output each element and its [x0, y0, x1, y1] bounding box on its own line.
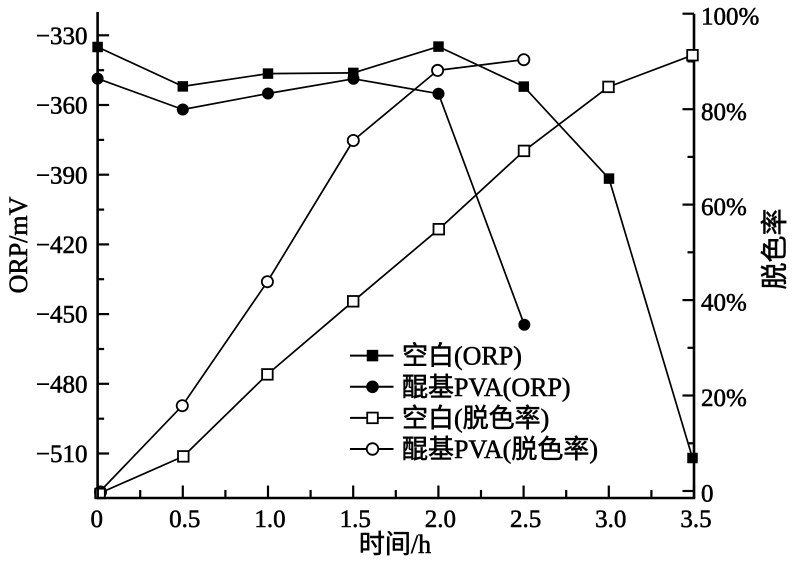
svg-text:−480: −480 — [36, 371, 88, 398]
svg-text:−360: −360 — [36, 93, 88, 120]
svg-text:1.5: 1.5 — [340, 506, 371, 533]
svg-text:−510: −510 — [36, 441, 88, 468]
svg-text:0.5: 0.5 — [169, 506, 200, 533]
svg-text:时间/h: 时间/h — [359, 530, 431, 559]
svg-text:空白(ORP): 空白(ORP) — [402, 342, 522, 371]
svg-text:2.0: 2.0 — [425, 506, 456, 533]
svg-text:ORP/mV: ORP/mV — [4, 196, 33, 293]
svg-text:1.0: 1.0 — [254, 506, 285, 533]
svg-text:−420: −420 — [36, 232, 88, 259]
svg-text:3.5: 3.5 — [680, 506, 711, 533]
svg-text:−450: −450 — [36, 302, 88, 329]
svg-text:60%: 60% — [701, 194, 747, 221]
svg-text:醌基PVA(ORP): 醌基PVA(ORP) — [402, 373, 571, 402]
svg-text:100%: 100% — [701, 3, 759, 30]
svg-text:脱色率: 脱色率 — [760, 209, 790, 290]
svg-text:20%: 20% — [701, 385, 747, 412]
svg-text:0: 0 — [91, 506, 104, 533]
svg-text:醌基PVA(脱色率): 醌基PVA(脱色率) — [402, 435, 598, 464]
svg-text:0: 0 — [701, 481, 714, 508]
svg-text:3.0: 3.0 — [595, 506, 626, 533]
svg-text:2.5: 2.5 — [510, 506, 541, 533]
svg-text:−330: −330 — [36, 23, 88, 50]
svg-text:空白(脱色率): 空白(脱色率) — [402, 404, 549, 433]
svg-text:−390: −390 — [36, 162, 88, 189]
svg-text:80%: 80% — [701, 99, 747, 126]
svg-text:40%: 40% — [701, 290, 747, 317]
